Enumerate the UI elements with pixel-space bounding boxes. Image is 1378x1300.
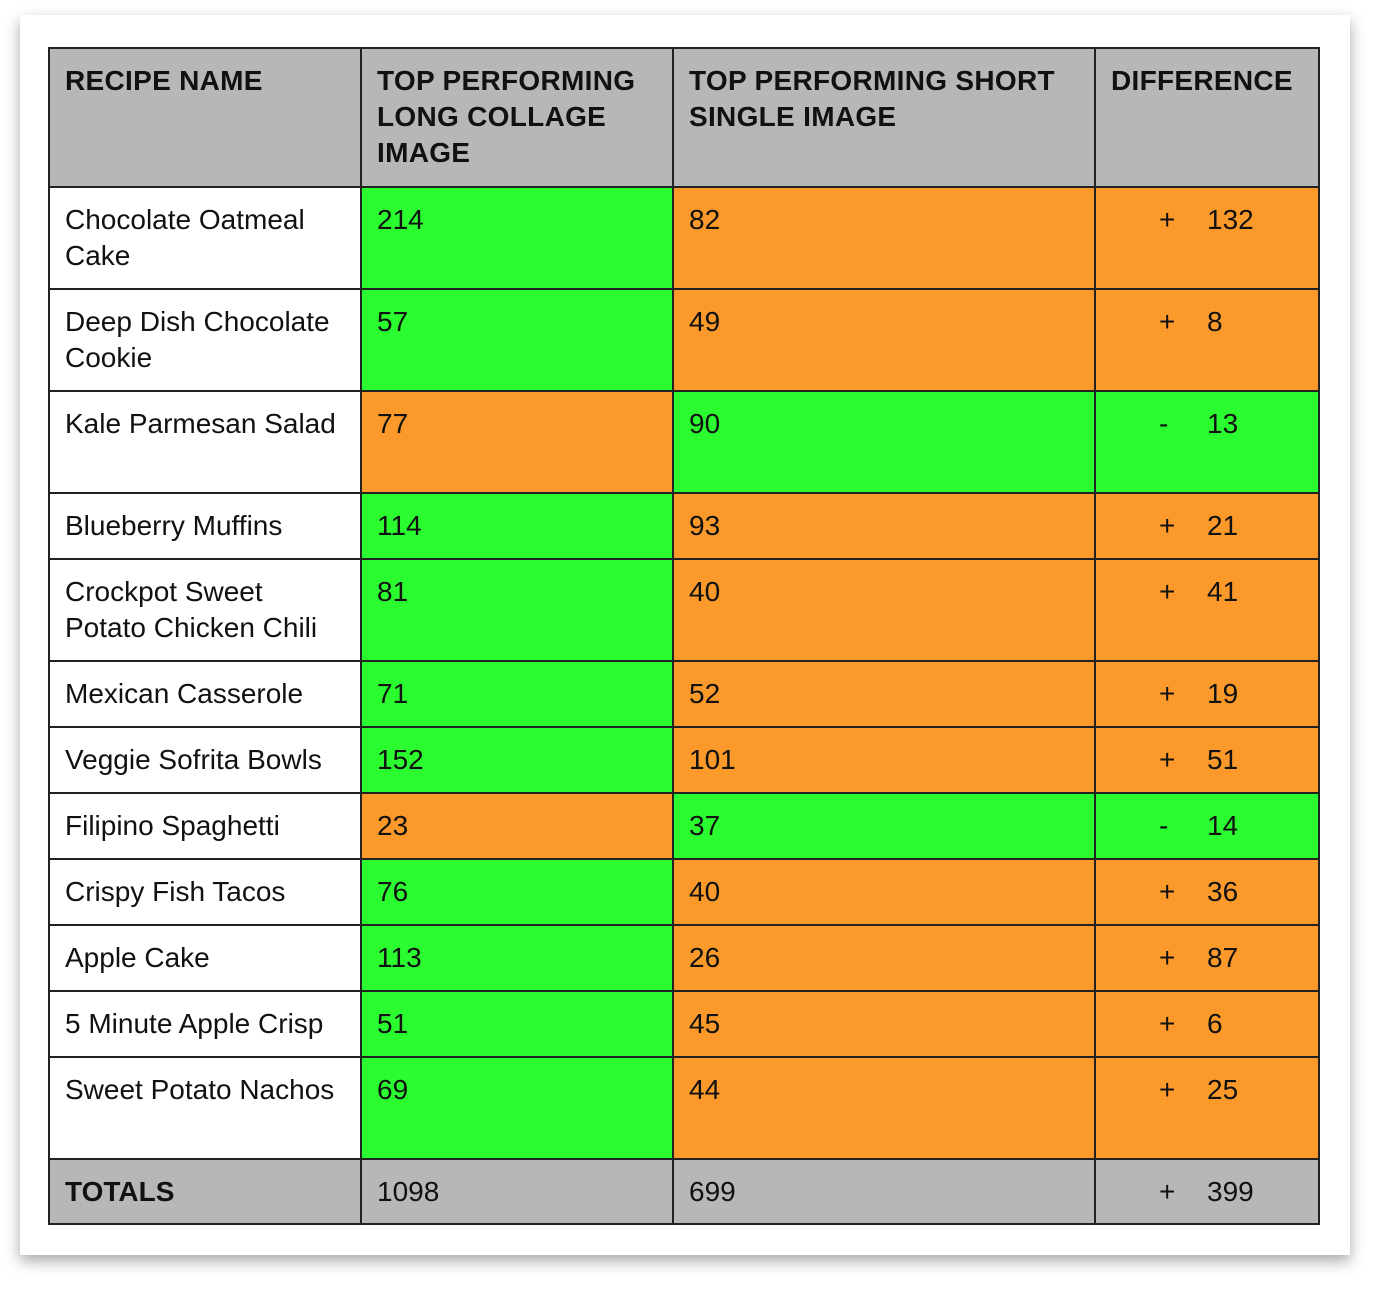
difference-sign: +: [1159, 306, 1176, 337]
long-collage-value: 23: [360, 792, 674, 860]
difference-cell: +25: [1094, 1056, 1320, 1160]
difference-sign: -: [1159, 408, 1169, 439]
short-single-value: 45: [672, 990, 1096, 1058]
difference-sign: +: [1159, 1008, 1176, 1039]
recipe-name: Kale Parmesan Salad: [48, 390, 362, 494]
table-row: 5 Minute Apple Crisp 51 45 +6: [48, 990, 1320, 1058]
recipe-name: Filipino Spaghetti: [48, 792, 362, 860]
short-single-value: 49: [672, 288, 1096, 392]
recipe-name: Mexican Casserole: [48, 660, 362, 728]
recipe-name: Crispy Fish Tacos: [48, 858, 362, 926]
recipe-name: Crockpot Sweet Potato Chicken Chili: [48, 558, 362, 662]
short-single-value: 82: [672, 186, 1096, 290]
difference-cell: +21: [1094, 492, 1320, 560]
difference-value: 41: [1207, 576, 1239, 607]
difference-sign: +: [1159, 576, 1176, 607]
header-recipe-name: RECIPE NAME: [48, 47, 362, 188]
long-collage-value: 57: [360, 288, 674, 392]
recipe-comparison-table: RECIPE NAME TOP PERFORMING LONG COLLAGE …: [48, 47, 1320, 1225]
short-single-value: 52: [672, 660, 1096, 728]
totals-row: TOTALS 1098 699 +399: [48, 1158, 1320, 1225]
table-row: Crockpot Sweet Potato Chicken Chili 81 40 +…: [48, 558, 1320, 662]
table-row: Apple Cake 113 26 +87: [48, 924, 1320, 992]
difference-sign: +: [1159, 876, 1176, 907]
totals-label: TOTALS: [48, 1158, 362, 1225]
recipe-name: Apple Cake: [48, 924, 362, 992]
short-single-value: 26: [672, 924, 1096, 992]
difference-cell: +87: [1094, 924, 1320, 992]
difference-sign: -: [1159, 810, 1169, 841]
table-row: Mexican Casserole 71 52 +19: [48, 660, 1320, 728]
table-row: Sweet Potato Nachos 69 44 +25: [48, 1056, 1320, 1160]
difference-value: 36: [1207, 876, 1239, 907]
totals-short: 699: [672, 1158, 1096, 1225]
difference-sign: +: [1159, 678, 1176, 709]
difference-sign: +: [1159, 1176, 1176, 1207]
short-single-value: 40: [672, 558, 1096, 662]
long-collage-value: 76: [360, 858, 674, 926]
recipe-name: Chocolate Oatmeal Cake: [48, 186, 362, 290]
long-collage-value: 77: [360, 390, 674, 494]
short-single-value: 101: [672, 726, 1096, 794]
difference-value: 8: [1207, 306, 1223, 337]
difference-value: 132: [1207, 204, 1254, 235]
difference-value: 6: [1207, 1008, 1223, 1039]
long-collage-value: 152: [360, 726, 674, 794]
recipe-name: Veggie Sofrita Bowls: [48, 726, 362, 794]
difference-value: 25: [1207, 1074, 1239, 1105]
short-single-value: 90: [672, 390, 1096, 494]
long-collage-value: 214: [360, 186, 674, 290]
difference-cell: +8: [1094, 288, 1320, 392]
table-row: Veggie Sofrita Bowls 152 101 +51: [48, 726, 1320, 794]
difference-cell: +41: [1094, 558, 1320, 662]
long-collage-value: 69: [360, 1056, 674, 1160]
difference-value: 19: [1207, 678, 1239, 709]
table-row: Deep Dish Chocolate Cookie 57 49 +8: [48, 288, 1320, 392]
difference-value: 21: [1207, 510, 1239, 541]
recipe-name: Blueberry Muffins: [48, 492, 362, 560]
difference-cell: +51: [1094, 726, 1320, 794]
difference-cell: +6: [1094, 990, 1320, 1058]
difference-value: 87: [1207, 942, 1239, 973]
difference-cell: - 13: [1094, 390, 1320, 494]
difference-sign: +: [1159, 204, 1176, 235]
long-collage-value: 114: [360, 492, 674, 560]
recipe-name: 5 Minute Apple Crisp: [48, 990, 362, 1058]
long-collage-value: 51: [360, 990, 674, 1058]
short-single-value: 37: [672, 792, 1096, 860]
difference-sign: +: [1159, 1074, 1176, 1105]
header-short-single: TOP PERFORMING SHORT SINGLE IMAGE: [672, 47, 1096, 188]
totals-long: 1098: [360, 1158, 674, 1225]
table-row: Chocolate Oatmeal Cake 214 82 +132: [48, 186, 1320, 290]
recipe-name: Sweet Potato Nachos: [48, 1056, 362, 1160]
difference-value: 14: [1207, 810, 1239, 841]
header-row: RECIPE NAME TOP PERFORMING LONG COLLAGE …: [48, 47, 1320, 188]
header-long-collage: TOP PERFORMING LONG COLLAGE IMAGE: [360, 47, 674, 188]
difference-cell: +19: [1094, 660, 1320, 728]
difference-value: 399: [1207, 1176, 1254, 1207]
long-collage-value: 81: [360, 558, 674, 662]
difference-sign: +: [1159, 942, 1176, 973]
difference-value: 13: [1207, 408, 1239, 439]
header-difference: DIFFERENCE: [1094, 47, 1320, 188]
long-collage-value: 71: [360, 660, 674, 728]
difference-cell: - 14: [1094, 792, 1320, 860]
short-single-value: 44: [672, 1056, 1096, 1160]
table-row: Crispy Fish Tacos 76 40 +36: [48, 858, 1320, 926]
difference-cell: +132: [1094, 186, 1320, 290]
short-single-value: 93: [672, 492, 1096, 560]
short-single-value: 40: [672, 858, 1096, 926]
difference-value: 51: [1207, 744, 1239, 775]
recipe-name: Deep Dish Chocolate Cookie: [48, 288, 362, 392]
table-row: Blueberry Muffins 114 93 +21: [48, 492, 1320, 560]
difference-sign: +: [1159, 510, 1176, 541]
table-row: Filipino Spaghetti 23 37 - 14: [48, 792, 1320, 860]
table-row: Kale Parmesan Salad 77 90 - 13: [48, 390, 1320, 494]
totals-difference: +399: [1094, 1158, 1320, 1225]
long-collage-value: 113: [360, 924, 674, 992]
difference-sign: +: [1159, 744, 1176, 775]
difference-cell: +36: [1094, 858, 1320, 926]
